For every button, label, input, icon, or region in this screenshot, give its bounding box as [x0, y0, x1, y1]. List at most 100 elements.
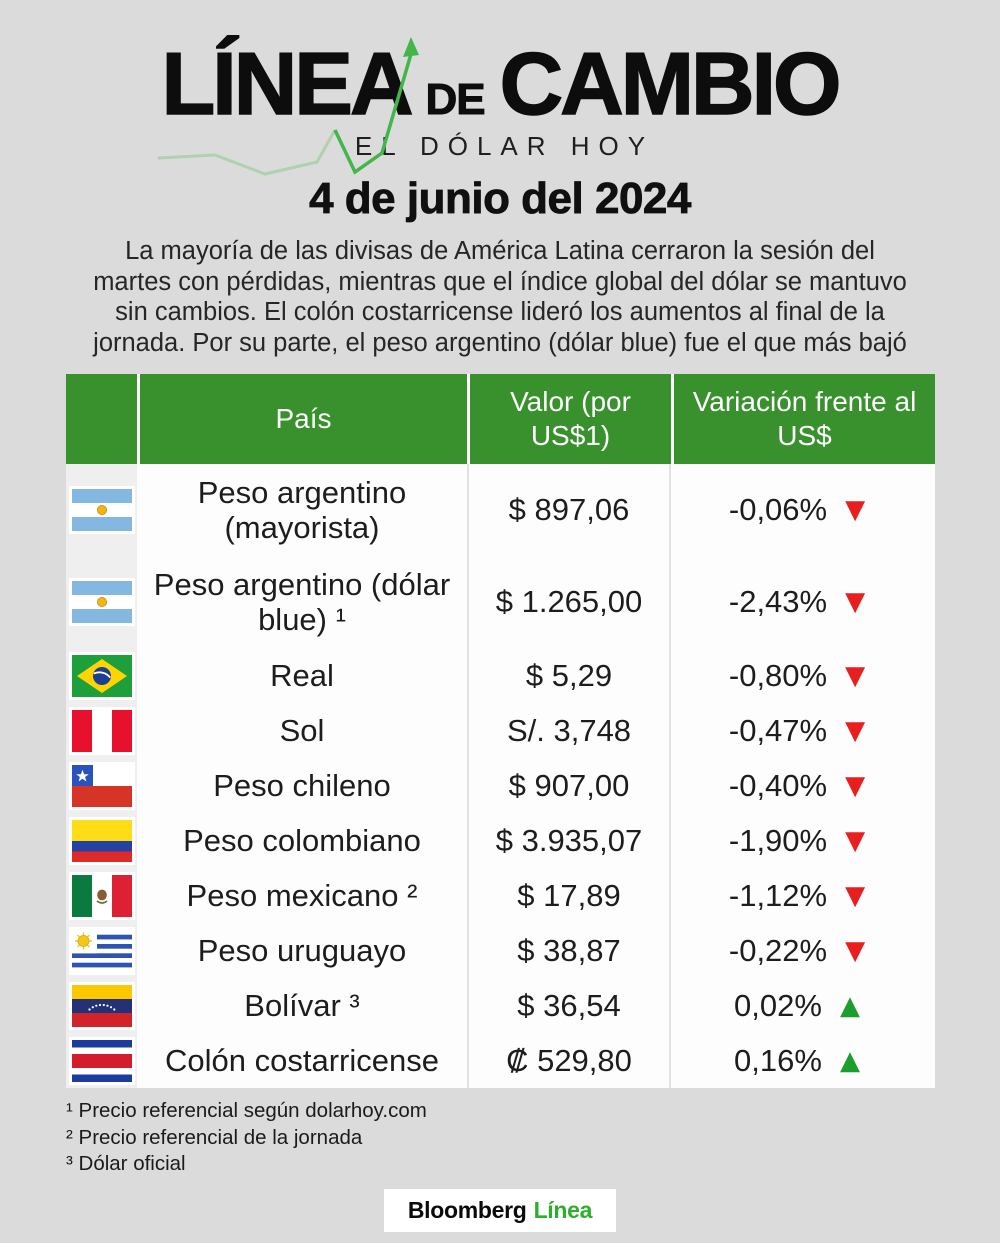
currency-value: $ 907,00 [467, 758, 671, 814]
change-cell: -2,43% ▼ [671, 556, 935, 648]
country-name: Real [270, 658, 334, 694]
flag-costa-rica-icon [68, 1036, 135, 1085]
column-header-flag [66, 374, 137, 464]
currency-table: País Valor (por US$1) Variación frente a… [66, 374, 935, 1089]
table-row: Sol S/. 3,748 -0,47% ▼ [66, 703, 935, 759]
currency-value: S/. 3,748 [467, 703, 671, 759]
change-direction-icon: ▲ [839, 990, 860, 1021]
flag-peru-icon [68, 706, 135, 755]
change-cell: -0,47% ▼ [671, 703, 935, 758]
country-name: Peso colombiano [183, 823, 421, 859]
change-percent: -1,12% [728, 877, 828, 913]
column-header-country: País [137, 374, 467, 465]
footnotes: ¹ Precio referencial según dolarhoy.com … [66, 1098, 1000, 1177]
flag-cell [66, 758, 137, 814]
footnote-3: ³ Dólar oficial [66, 1151, 186, 1175]
flag-uruguay-icon [68, 926, 135, 975]
country-name: Peso uruguayo [197, 933, 407, 969]
country-name: Bolívar ³ [244, 988, 360, 1024]
flag-cell [66, 1033, 137, 1089]
summary-line: martes con pérdidas, mientras que el índ… [93, 267, 907, 296]
flag-brazil-icon [68, 651, 135, 700]
summary-line: jornada. Por su parte, el peso argentino… [93, 328, 907, 357]
currency-value: $ 897,06 [467, 464, 671, 557]
country-name: Colón costarricense [165, 1043, 439, 1079]
change-percent: -0,47% [728, 712, 828, 748]
table-header: País Valor (por US$1) Variación frente a… [66, 374, 935, 465]
change-percent: -1,90% [728, 822, 828, 858]
brand-row: Bloomberg Línea [0, 1189, 1000, 1233]
footnote-1: ¹ Precio referencial según dolarhoy.com [66, 1099, 427, 1123]
change-direction-icon: ▲ [839, 1045, 860, 1076]
currency-value: $ 3.935,07 [467, 813, 671, 869]
flag-cell [66, 648, 137, 704]
table-row: Real $ 5,29 -0,80% ▼ [66, 648, 935, 704]
change-percent: -0,40% [728, 767, 828, 803]
brand-name-green: Línea [533, 1197, 593, 1224]
flag-argentina-icon [68, 578, 135, 627]
flag-cell [66, 464, 137, 557]
table-row: Peso uruguayo $ 38,87 -0,22% ▼ [66, 923, 935, 979]
change-percent: -2,43% [728, 584, 828, 620]
page-title: LÍNEA DE CAMBIO [0, 34, 1000, 133]
flag-cell [66, 868, 137, 924]
change-percent: 0,16% [734, 1042, 822, 1078]
country-name: Peso argentino (dólar blue) ¹ [153, 566, 451, 638]
flag-cell [66, 923, 137, 979]
table-row: Peso argentino (mayorista) $ 897,06 -0,0… [66, 464, 935, 557]
change-direction-icon: ▼ [845, 825, 866, 856]
table-row: Peso argentino (dólar blue) ¹ $ 1.265,00… [66, 556, 935, 649]
currency-value: ₡ 529,80 [467, 1033, 671, 1089]
change-cell: -1,12% ▼ [671, 868, 935, 923]
country-name: Peso mexicano ² [186, 878, 418, 914]
country-name: Sol [279, 713, 325, 749]
change-percent: 0,02% [734, 987, 822, 1023]
flag-chile-icon [68, 761, 135, 810]
masthead: LÍNEA DE CAMBIO EL DÓLAR HOY 4 de junio … [0, 0, 1000, 358]
title-word-linea: LÍNEA [161, 34, 415, 133]
table-row: Peso mexicano ² $ 17,89 -1,12% ▼ [66, 868, 935, 924]
summary-line: sin cambios. El colón costarricense lide… [115, 298, 885, 327]
title-word-cambio: CAMBIO [499, 34, 842, 133]
change-cell: -0,06% ▼ [671, 464, 935, 556]
change-direction-icon: ▼ [845, 660, 866, 691]
change-direction-icon: ▼ [845, 880, 866, 911]
change-cell: 0,16% ▲ [671, 1033, 935, 1088]
footnote-2: ² Precio referencial de la jornada [66, 1125, 363, 1149]
flag-colombia-icon [68, 816, 135, 865]
flag-cell [66, 703, 137, 759]
summary-text: La mayoría de las divisas de América Lat… [0, 236, 1000, 358]
tagline: EL DÓLAR HOY [354, 131, 655, 161]
date: 4 de junio del 2024 [309, 174, 692, 224]
title-connector-de: DE [425, 75, 486, 124]
currency-value: $ 1.265,00 [467, 556, 671, 649]
change-percent: -0,22% [728, 932, 828, 968]
country-name: Peso chileno [213, 768, 391, 804]
table-row: Peso colombiano $ 3.935,07 -1,90% ▼ [66, 813, 935, 869]
table-row: Peso chileno $ 907,00 -0,40% ▼ [66, 758, 935, 814]
table-row: Bolívar ³ $ 36,54 0,02% ▲ [66, 978, 935, 1034]
flag-cell [66, 556, 137, 649]
change-direction-icon: ▼ [845, 770, 866, 801]
bloomberg-linea-logo: Bloomberg Línea [383, 1189, 617, 1233]
currency-value: $ 38,87 [467, 923, 671, 979]
table-row: Colón costarricense ₡ 529,80 0,16% ▲ [66, 1033, 935, 1089]
column-header-change: Variación frente al US$ [671, 374, 935, 465]
column-header-value: Valor (por US$1) [467, 374, 671, 465]
change-cell: -0,80% ▼ [671, 648, 935, 703]
summary-line: La mayoría de las divisas de América Lat… [125, 237, 875, 265]
change-direction-icon: ▼ [845, 587, 866, 618]
country-name: Peso argentino (mayorista) [197, 474, 407, 546]
change-direction-icon: ▼ [845, 495, 866, 526]
brand-name-black: Bloomberg [407, 1197, 527, 1224]
change-cell: -0,40% ▼ [671, 758, 935, 813]
flag-cell [66, 813, 137, 869]
change-percent: -0,06% [728, 492, 828, 528]
currency-value: $ 5,29 [467, 648, 671, 704]
currency-value: $ 17,89 [467, 868, 671, 924]
change-cell: -0,22% ▼ [671, 923, 935, 978]
change-direction-icon: ▼ [845, 935, 866, 966]
flag-mexico-icon [68, 871, 135, 920]
flag-venezuela-icon [68, 981, 135, 1030]
